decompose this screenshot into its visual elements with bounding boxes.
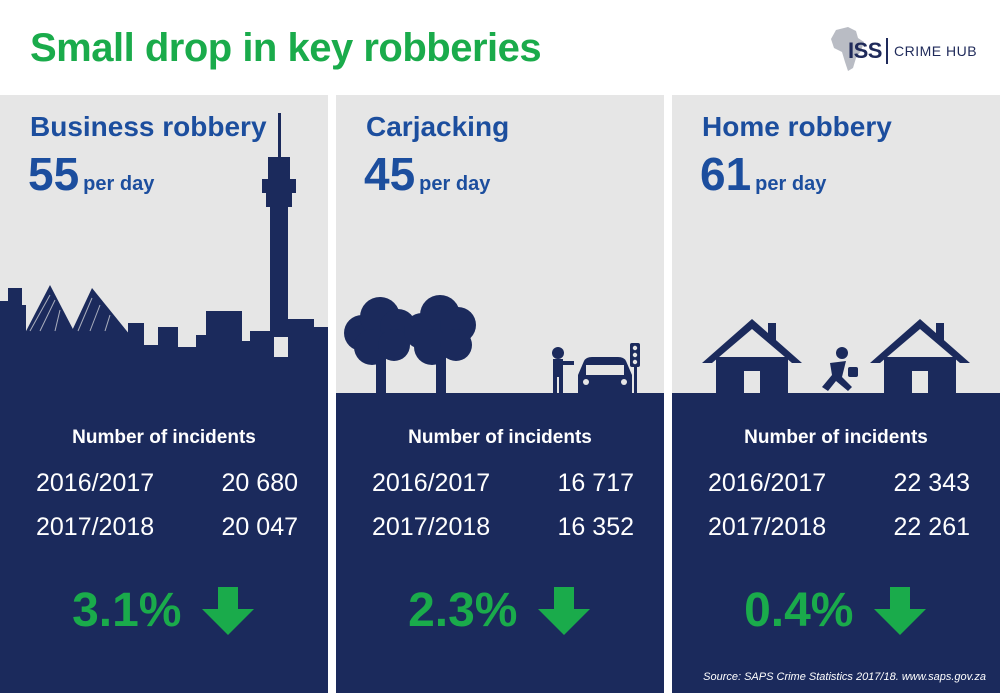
percent-change: 3.1% — [72, 584, 182, 637]
down-arrow-icon — [537, 586, 590, 635]
incidents-label: Number of incidents — [72, 427, 256, 448]
year-label: 2017/2018 — [708, 513, 827, 541]
percent-change: 2.3% — [408, 584, 518, 637]
percent-change: 0.4% — [744, 584, 854, 637]
rate-unit: per day — [419, 173, 491, 195]
header: Small drop in key robberies ISS CRIME HU… — [0, 0, 1000, 95]
incident-value: 22 261 — [893, 513, 970, 541]
incident-value: 20 680 — [221, 469, 298, 497]
incident-value: 16 717 — [557, 469, 634, 497]
daily-rate: 55 per day — [28, 147, 154, 201]
year-label: 2016/2017 — [372, 469, 491, 497]
year-label: 2016/2017 — [36, 469, 155, 497]
rate-number: 45 — [364, 148, 416, 200]
carjacking-street-illustration — [336, 95, 664, 693]
rate-unit: per day — [755, 173, 827, 195]
incident-value: 16 352 — [557, 513, 634, 541]
incidents-label: Number of incidents — [408, 427, 592, 448]
incidents-label: Number of incidents — [744, 427, 928, 448]
rate-number: 61 — [700, 148, 752, 200]
home-robbery-panel: Home robbery 61 per day Number of inciden… — [672, 95, 1000, 693]
logo-divider — [886, 38, 888, 64]
panel-title: Home robbery — [702, 111, 892, 142]
rate-number: 55 — [28, 148, 80, 200]
source-note: Source: SAPS Crime Statistics 2017/18. w… — [703, 671, 986, 683]
year-label: 2017/2018 — [36, 513, 155, 541]
incident-value: 20 047 — [221, 513, 298, 541]
change-indicator: 2.3% — [336, 583, 664, 643]
city-skyline-illustration — [0, 95, 328, 693]
logo-name: CRIME HUB — [894, 43, 978, 59]
daily-rate: 61 per day — [700, 147, 826, 201]
change-indicator: 0.4% — [672, 583, 1000, 643]
year-label: 2017/2018 — [372, 513, 491, 541]
down-arrow-icon — [873, 586, 926, 635]
down-arrow-icon — [201, 586, 254, 635]
page-title: Small drop in key robberies — [30, 26, 542, 70]
logo-abbreviation: ISS — [848, 38, 882, 63]
carjacking-panel: Carjacking 45 per day Number of incidents… — [336, 95, 664, 693]
business-robbery-panel: Business robbery 55 per day Number of inc… — [0, 95, 328, 693]
incident-value: 22 343 — [893, 469, 970, 497]
panel-title: Carjacking — [366, 111, 510, 142]
iss-crime-hub-logo: ISS CRIME HUB — [828, 24, 978, 74]
africa-map-icon — [831, 27, 864, 71]
year-label: 2016/2017 — [708, 469, 827, 497]
daily-rate: 45 per day — [364, 147, 490, 201]
rate-unit: per day — [83, 173, 155, 195]
panel-title: Business robbery — [30, 111, 267, 142]
houses-burglar-illustration — [672, 95, 1000, 693]
change-indicator: 3.1% — [0, 583, 328, 643]
